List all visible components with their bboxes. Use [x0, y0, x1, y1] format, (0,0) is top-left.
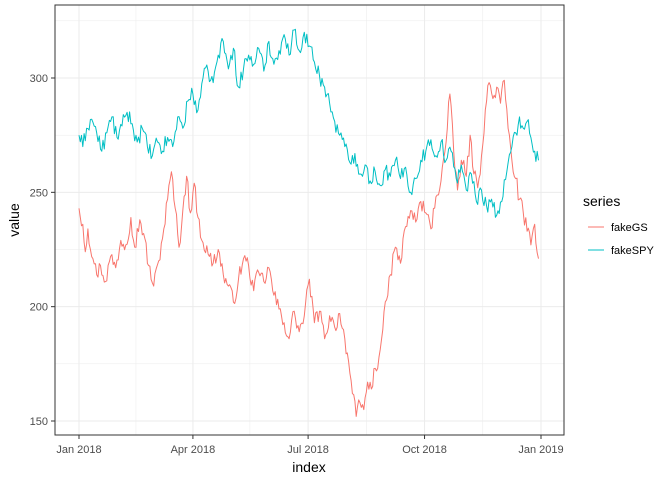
axis-tick-labels: Jan 2018 Apr 2018 Jul 2018 Oct 2018 Jan 2019… — [30, 73, 564, 456]
x-tick-label: Oct 2018 — [402, 444, 447, 456]
y-tick-label: 150 — [30, 416, 48, 428]
y-tick-label: 250 — [30, 187, 48, 199]
legend: series fakeGS fakeSPY — [583, 193, 654, 259]
legend-title: series — [583, 193, 620, 209]
x-tick-label: Apr 2018 — [171, 444, 216, 456]
y-axis-title: value — [6, 203, 22, 237]
y-tick-label: 200 — [30, 302, 48, 314]
legend-items: fakeGS fakeSPY — [587, 218, 654, 259]
y-tick-label: 300 — [30, 73, 48, 85]
series-lines — [78, 28, 539, 417]
series-line-fakeGS — [78, 79, 539, 417]
axis-ticks — [51, 77, 542, 439]
x-tick-label: Jan 2019 — [518, 444, 563, 456]
legend-label-fakeSPY: fakeSPY — [611, 245, 654, 257]
panel-border — [54, 4, 565, 436]
x-axis-title: index — [292, 459, 325, 475]
legend-label-fakeGS: fakeGS — [611, 222, 648, 234]
grid-lines — [55, 5, 564, 435]
series-line-fakeSPY — [78, 28, 539, 218]
x-tick-label: Jan 2018 — [56, 444, 101, 456]
x-tick-label: Jul 2018 — [287, 444, 329, 456]
